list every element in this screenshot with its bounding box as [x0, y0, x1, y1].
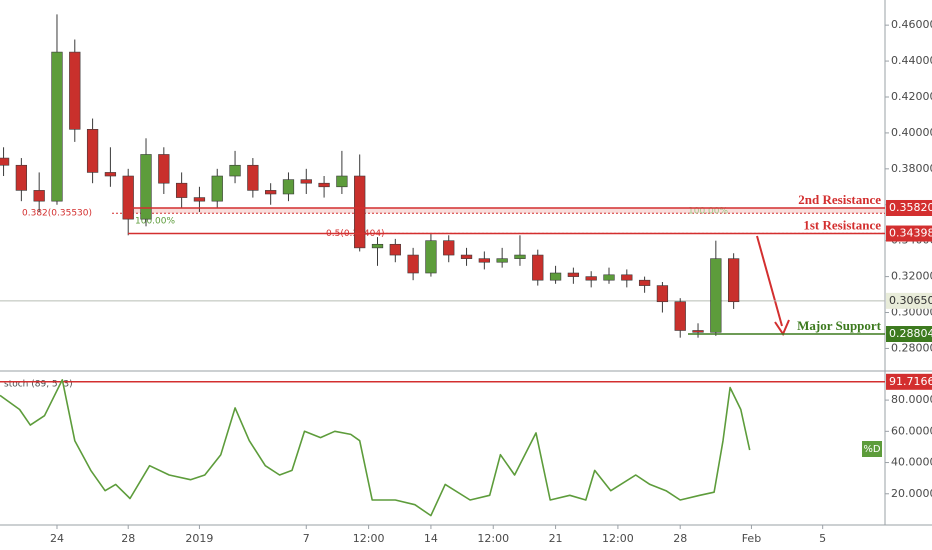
candle-body [692, 330, 704, 333]
level-tag-box [886, 225, 932, 242]
x-tick-label: 14 [424, 532, 438, 545]
candle-body [158, 154, 170, 184]
candle-body [549, 272, 562, 281]
candle-body [336, 175, 348, 188]
y-tick-label: 40.0000 [891, 456, 932, 469]
candle-body [265, 190, 277, 195]
candle-body [460, 254, 473, 259]
level-tag-box [886, 326, 932, 343]
candle-body [727, 258, 740, 303]
level-tag-text: 0.35820 [889, 201, 932, 214]
candle-body [389, 243, 401, 256]
y-tick-label: 20.0000 [891, 487, 932, 500]
candle-body [193, 197, 206, 202]
x-tick-label: 12:00 [477, 532, 509, 545]
level-tag-text: 91.7166 [889, 375, 932, 388]
last-price-tag-box [886, 292, 932, 309]
x-tick-label: Feb [742, 532, 761, 545]
y-tick-label: 0.40000 [891, 126, 932, 139]
x-tick-label: 7 [303, 532, 310, 545]
y-tick-label: 0.32000 [891, 270, 932, 283]
y-tick-label: 0.44000 [891, 54, 932, 67]
candle-body [638, 279, 651, 286]
x-tick-label: 2019 [185, 532, 213, 545]
level-tag-text: 0.34398 [889, 227, 932, 240]
candle-body [603, 274, 615, 281]
candle-body [104, 172, 117, 177]
level-name: Major Support [797, 318, 882, 333]
candle-body [175, 182, 188, 198]
candle-body [407, 254, 419, 274]
y-tick-label: 0.38000 [891, 162, 932, 175]
candle-body [318, 182, 330, 188]
candle-body [211, 175, 223, 202]
y-tick-label: 0.46000 [891, 18, 932, 31]
candle-body [33, 190, 45, 202]
x-tick-label: 12:00 [353, 532, 385, 545]
y-tick-label: 0.28000 [891, 341, 932, 354]
x-tick-label: 12:00 [602, 532, 634, 545]
candle-body [229, 164, 241, 177]
candle-body [300, 179, 312, 184]
fib-percent: 100.00% [688, 206, 728, 216]
candle-body [86, 129, 99, 173]
level-name: 2nd Resistance [798, 192, 881, 207]
candle-body [122, 175, 134, 220]
forecast-arrow [756, 235, 783, 327]
x-tick-label: 24 [50, 532, 64, 545]
candle-body [0, 157, 10, 166]
candle-body [425, 240, 437, 274]
candle-body [567, 272, 580, 277]
y-tick-label: 0.42000 [891, 90, 932, 103]
fib-percent: 100.00% [135, 217, 175, 227]
candle-body [674, 301, 686, 331]
fib-label: 0.382(0.35530) [22, 209, 92, 219]
candle-body [621, 274, 633, 281]
candle-body [69, 51, 81, 130]
y-tick-label: 80.0000 [891, 393, 932, 406]
candle-body [282, 179, 295, 195]
candle-body [140, 154, 152, 220]
candle-body [15, 164, 28, 191]
candle-body [532, 254, 544, 281]
candle-body [656, 285, 669, 303]
level-name: 1st Resistance [803, 218, 881, 233]
indicator-title: stoch (89, 5, 3) [4, 380, 73, 390]
x-tick-label: 28 [121, 532, 135, 545]
candle-body [478, 258, 490, 263]
stoch-line [0, 379, 751, 517]
candle-body [514, 254, 526, 259]
x-tick-label: 21 [549, 532, 563, 545]
legend-box [862, 441, 882, 457]
resistance-zone [130, 207, 885, 214]
y-tick-label: 60.0000 [891, 424, 932, 437]
x-tick-label: 5 [819, 532, 826, 545]
level-tag-text: 0.28804 [889, 327, 932, 340]
legend-label: %D [863, 444, 881, 455]
candle-body [354, 175, 366, 249]
candle-body [51, 51, 63, 202]
candle-body [710, 258, 722, 333]
candle-body [247, 164, 259, 191]
candle-body [443, 240, 455, 256]
candle-body [496, 258, 508, 263]
candle-body [371, 243, 384, 249]
x-tick-label: 28 [673, 532, 687, 545]
level-tag-box [886, 373, 932, 390]
level-tag-box [886, 199, 932, 216]
candle-body [585, 276, 597, 281]
last-price-tag-text: 0.30650 [889, 294, 932, 307]
